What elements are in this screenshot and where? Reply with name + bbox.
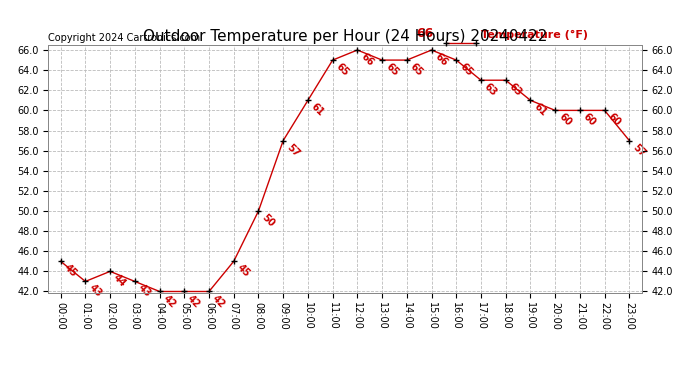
Text: 42: 42	[186, 293, 202, 309]
Text: 45: 45	[62, 263, 79, 279]
Text: Copyright 2024 Cartronics.com: Copyright 2024 Cartronics.com	[48, 33, 200, 42]
Text: 61: 61	[532, 102, 549, 118]
Text: 60: 60	[557, 112, 573, 128]
Text: 60: 60	[581, 112, 598, 128]
Text: Temperature (°F): Temperature (°F)	[482, 30, 589, 40]
Text: 43: 43	[136, 283, 153, 300]
Text: 57: 57	[284, 142, 302, 159]
Text: 63: 63	[507, 82, 524, 98]
Text: 63: 63	[482, 82, 499, 98]
Text: 57: 57	[631, 142, 647, 159]
Text: 65: 65	[384, 62, 400, 78]
Text: 66: 66	[359, 51, 375, 68]
Text: 66: 66	[416, 27, 433, 40]
Text: 42: 42	[210, 293, 227, 309]
Text: 43: 43	[87, 283, 104, 300]
Text: 45: 45	[235, 263, 252, 279]
Title: Outdoor Temperature per Hour (24 Hours) 20240422: Outdoor Temperature per Hour (24 Hours) …	[143, 29, 547, 44]
Text: 66: 66	[433, 51, 450, 68]
Text: 60: 60	[606, 112, 622, 128]
Text: 42: 42	[161, 293, 177, 309]
Text: 44: 44	[112, 273, 128, 290]
Text: 65: 65	[457, 62, 474, 78]
Text: 65: 65	[334, 62, 351, 78]
Text: 65: 65	[408, 62, 425, 78]
Text: 50: 50	[260, 212, 277, 229]
Text: 61: 61	[309, 102, 326, 118]
